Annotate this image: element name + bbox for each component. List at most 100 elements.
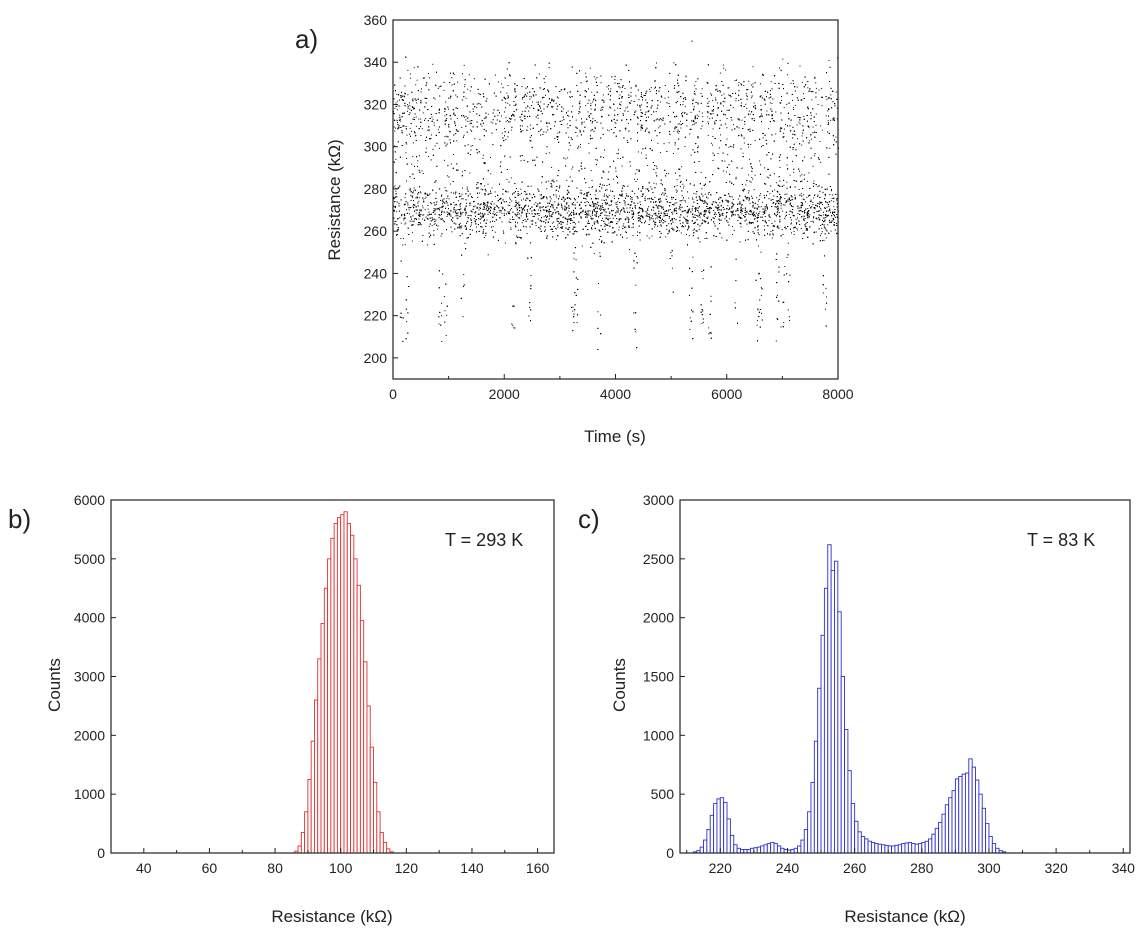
scatter-point: [557, 202, 559, 204]
scatter-point: [812, 126, 814, 128]
scatter-point: [393, 197, 395, 199]
scatter-point: [592, 201, 594, 202]
scatter-point: [460, 215, 462, 217]
scatter-point: [530, 96, 532, 98]
scatter-point: [609, 205, 611, 206]
scatter-point: [465, 225, 467, 227]
scatter-point: [532, 216, 534, 217]
scatter-point: [725, 171, 727, 173]
scatter-point: [470, 149, 472, 151]
scatter-point: [745, 93, 747, 95]
scatter-point: [434, 208, 436, 210]
scatter-point: [640, 190, 642, 192]
scatter-point: [781, 229, 783, 230]
scatter-point: [764, 220, 766, 222]
scatter-point: [738, 127, 740, 129]
scatter-point: [650, 107, 652, 109]
scatter-point: [637, 151, 639, 153]
scatter-point: [509, 199, 511, 201]
scatter-point: [809, 90, 811, 92]
scatter-point: [689, 133, 691, 135]
scatter-point: [681, 166, 683, 168]
scatter-point: [676, 190, 678, 192]
scatter-point: [661, 96, 663, 98]
scatter-point: [760, 115, 762, 117]
scatter-point: [518, 213, 520, 215]
scatter-point: [692, 229, 694, 231]
scatter-point: [615, 122, 617, 124]
scatter-point: [694, 123, 696, 125]
scatter-point: [530, 185, 532, 187]
scatter-point: [757, 319, 758, 321]
scatter-point: [397, 122, 398, 124]
scatter-point: [399, 120, 401, 121]
scatter-point: [614, 121, 616, 123]
scatter-point: [806, 196, 808, 198]
scatter-point: [520, 188, 522, 190]
scatter-point: [441, 315, 443, 317]
scatter-point: [446, 190, 448, 192]
scatter-point: [833, 206, 835, 208]
scatter-point: [453, 73, 455, 75]
scatter-point: [684, 112, 686, 113]
scatter-point: [429, 129, 430, 131]
scatter-point: [626, 106, 628, 108]
scatter-point: [741, 102, 743, 104]
scatter-point: [402, 125, 404, 127]
scatter-point: [611, 232, 613, 234]
scatter-point: [449, 183, 451, 185]
scatter-point: [680, 207, 682, 209]
scatter-point: [653, 213, 655, 215]
scatter-point: [414, 218, 415, 220]
scatter-point: [499, 217, 501, 219]
scatter-point: [581, 245, 583, 247]
scatter-point: [722, 105, 724, 107]
scatter-point: [487, 202, 489, 204]
scatter-point: [725, 216, 727, 218]
scatter-point: [671, 267, 673, 269]
scatter-point: [808, 90, 810, 92]
scatter-point: [712, 144, 713, 146]
scatter-point: [555, 102, 557, 104]
scatter-point: [707, 197, 709, 199]
scatter-point: [412, 196, 414, 198]
scatter-point: [559, 195, 560, 197]
scatter-point: [602, 109, 604, 111]
scatter-point: [705, 211, 707, 213]
scatter-point: [405, 222, 407, 224]
scatter-point: [588, 88, 589, 90]
scatter-point: [780, 202, 782, 204]
scatter-point: [695, 81, 697, 82]
scatter-point: [785, 200, 787, 202]
scatter-point: [590, 130, 592, 132]
scatter-point: [608, 215, 610, 217]
scatter-point: [440, 199, 441, 201]
scatter-point: [625, 193, 627, 195]
scatter-point: [706, 82, 708, 83]
scatter-point: [648, 237, 650, 239]
scatter-point: [441, 217, 443, 219]
scatter-point: [632, 235, 634, 236]
scatter-point: [768, 168, 769, 170]
scatter-point: [723, 93, 725, 95]
scatter-point: [555, 194, 557, 196]
scatter-point: [740, 83, 742, 85]
scatter-point: [466, 186, 468, 188]
scatter-point: [550, 215, 552, 217]
scatter-point: [590, 108, 592, 110]
scatter-point: [622, 113, 624, 114]
scatter-point: [552, 206, 554, 208]
scatter-point: [729, 207, 731, 209]
scatter-point: [828, 206, 830, 207]
scatter-point: [704, 221, 706, 223]
scatter-point: [572, 233, 574, 235]
scatter-point: [477, 196, 479, 198]
scatter-point: [512, 325, 514, 327]
scatter-point: [784, 266, 786, 267]
scatter-point: [743, 85, 745, 87]
scatter-point: [728, 200, 730, 202]
scatter-point: [482, 154, 484, 156]
scatter-point: [664, 85, 666, 86]
scatter-point: [614, 197, 615, 199]
scatter-point: [693, 223, 695, 224]
